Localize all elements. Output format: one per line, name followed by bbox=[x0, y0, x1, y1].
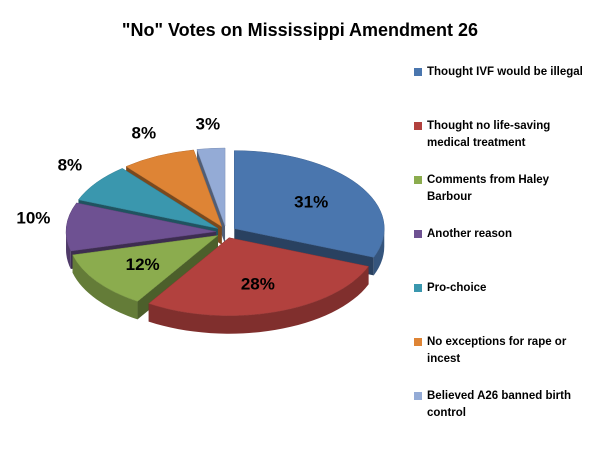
pie-slice-4 bbox=[78, 168, 219, 229]
pie-slice-label-3: 10% bbox=[16, 209, 50, 228]
pie-slice-label-6: 3% bbox=[196, 114, 221, 133]
legend-label: Comments from Haley Barbour bbox=[427, 174, 550, 203]
legend-label: No exceptions for rape or incest bbox=[427, 336, 567, 365]
legend-label: Pro-choice bbox=[427, 282, 487, 294]
pie-slice-side-3-0 bbox=[66, 231, 71, 270]
pie-slice-5 bbox=[125, 149, 223, 228]
legend-label: Thought no life-saving medical treatment bbox=[427, 120, 551, 149]
pie-slice-3 bbox=[65, 202, 217, 252]
pie-slice-side-0-0 bbox=[373, 228, 385, 276]
pie-slice-0 bbox=[234, 150, 385, 258]
pie-slice-label-0: 31% bbox=[294, 192, 328, 211]
legend-swatch bbox=[414, 176, 422, 184]
pie-labels: 31% 28% 12% 10% 8% 8% 3% bbox=[16, 114, 328, 293]
legend-swatch bbox=[414, 122, 422, 130]
legend-label: Believed A26 banned birth control bbox=[427, 390, 571, 419]
pie-slice-label-1: 28% bbox=[241, 275, 275, 294]
legend-swatch bbox=[414, 230, 422, 238]
pie-tops bbox=[65, 147, 385, 316]
legend-swatch bbox=[414, 392, 422, 400]
chart-title: "No" Votes on Mississippi Amendment 26 bbox=[121, 20, 479, 40]
pie-slice-label-5: 8% bbox=[132, 123, 157, 142]
pie-slice-label-2: 12% bbox=[126, 255, 160, 274]
legend-label: Thought IVF would be illegal bbox=[427, 66, 583, 78]
pie-slice-label-4: 8% bbox=[58, 156, 83, 175]
pie-slice-2 bbox=[72, 235, 219, 302]
legend-swatch bbox=[414, 338, 422, 346]
legend-label: Another reason bbox=[427, 228, 512, 240]
pie-slice-1 bbox=[148, 237, 369, 316]
legend-swatch bbox=[414, 284, 422, 292]
pie-slice-side-1-0 bbox=[148, 266, 369, 334]
pie-slice-6 bbox=[196, 147, 226, 227]
legend-swatch bbox=[414, 68, 422, 76]
